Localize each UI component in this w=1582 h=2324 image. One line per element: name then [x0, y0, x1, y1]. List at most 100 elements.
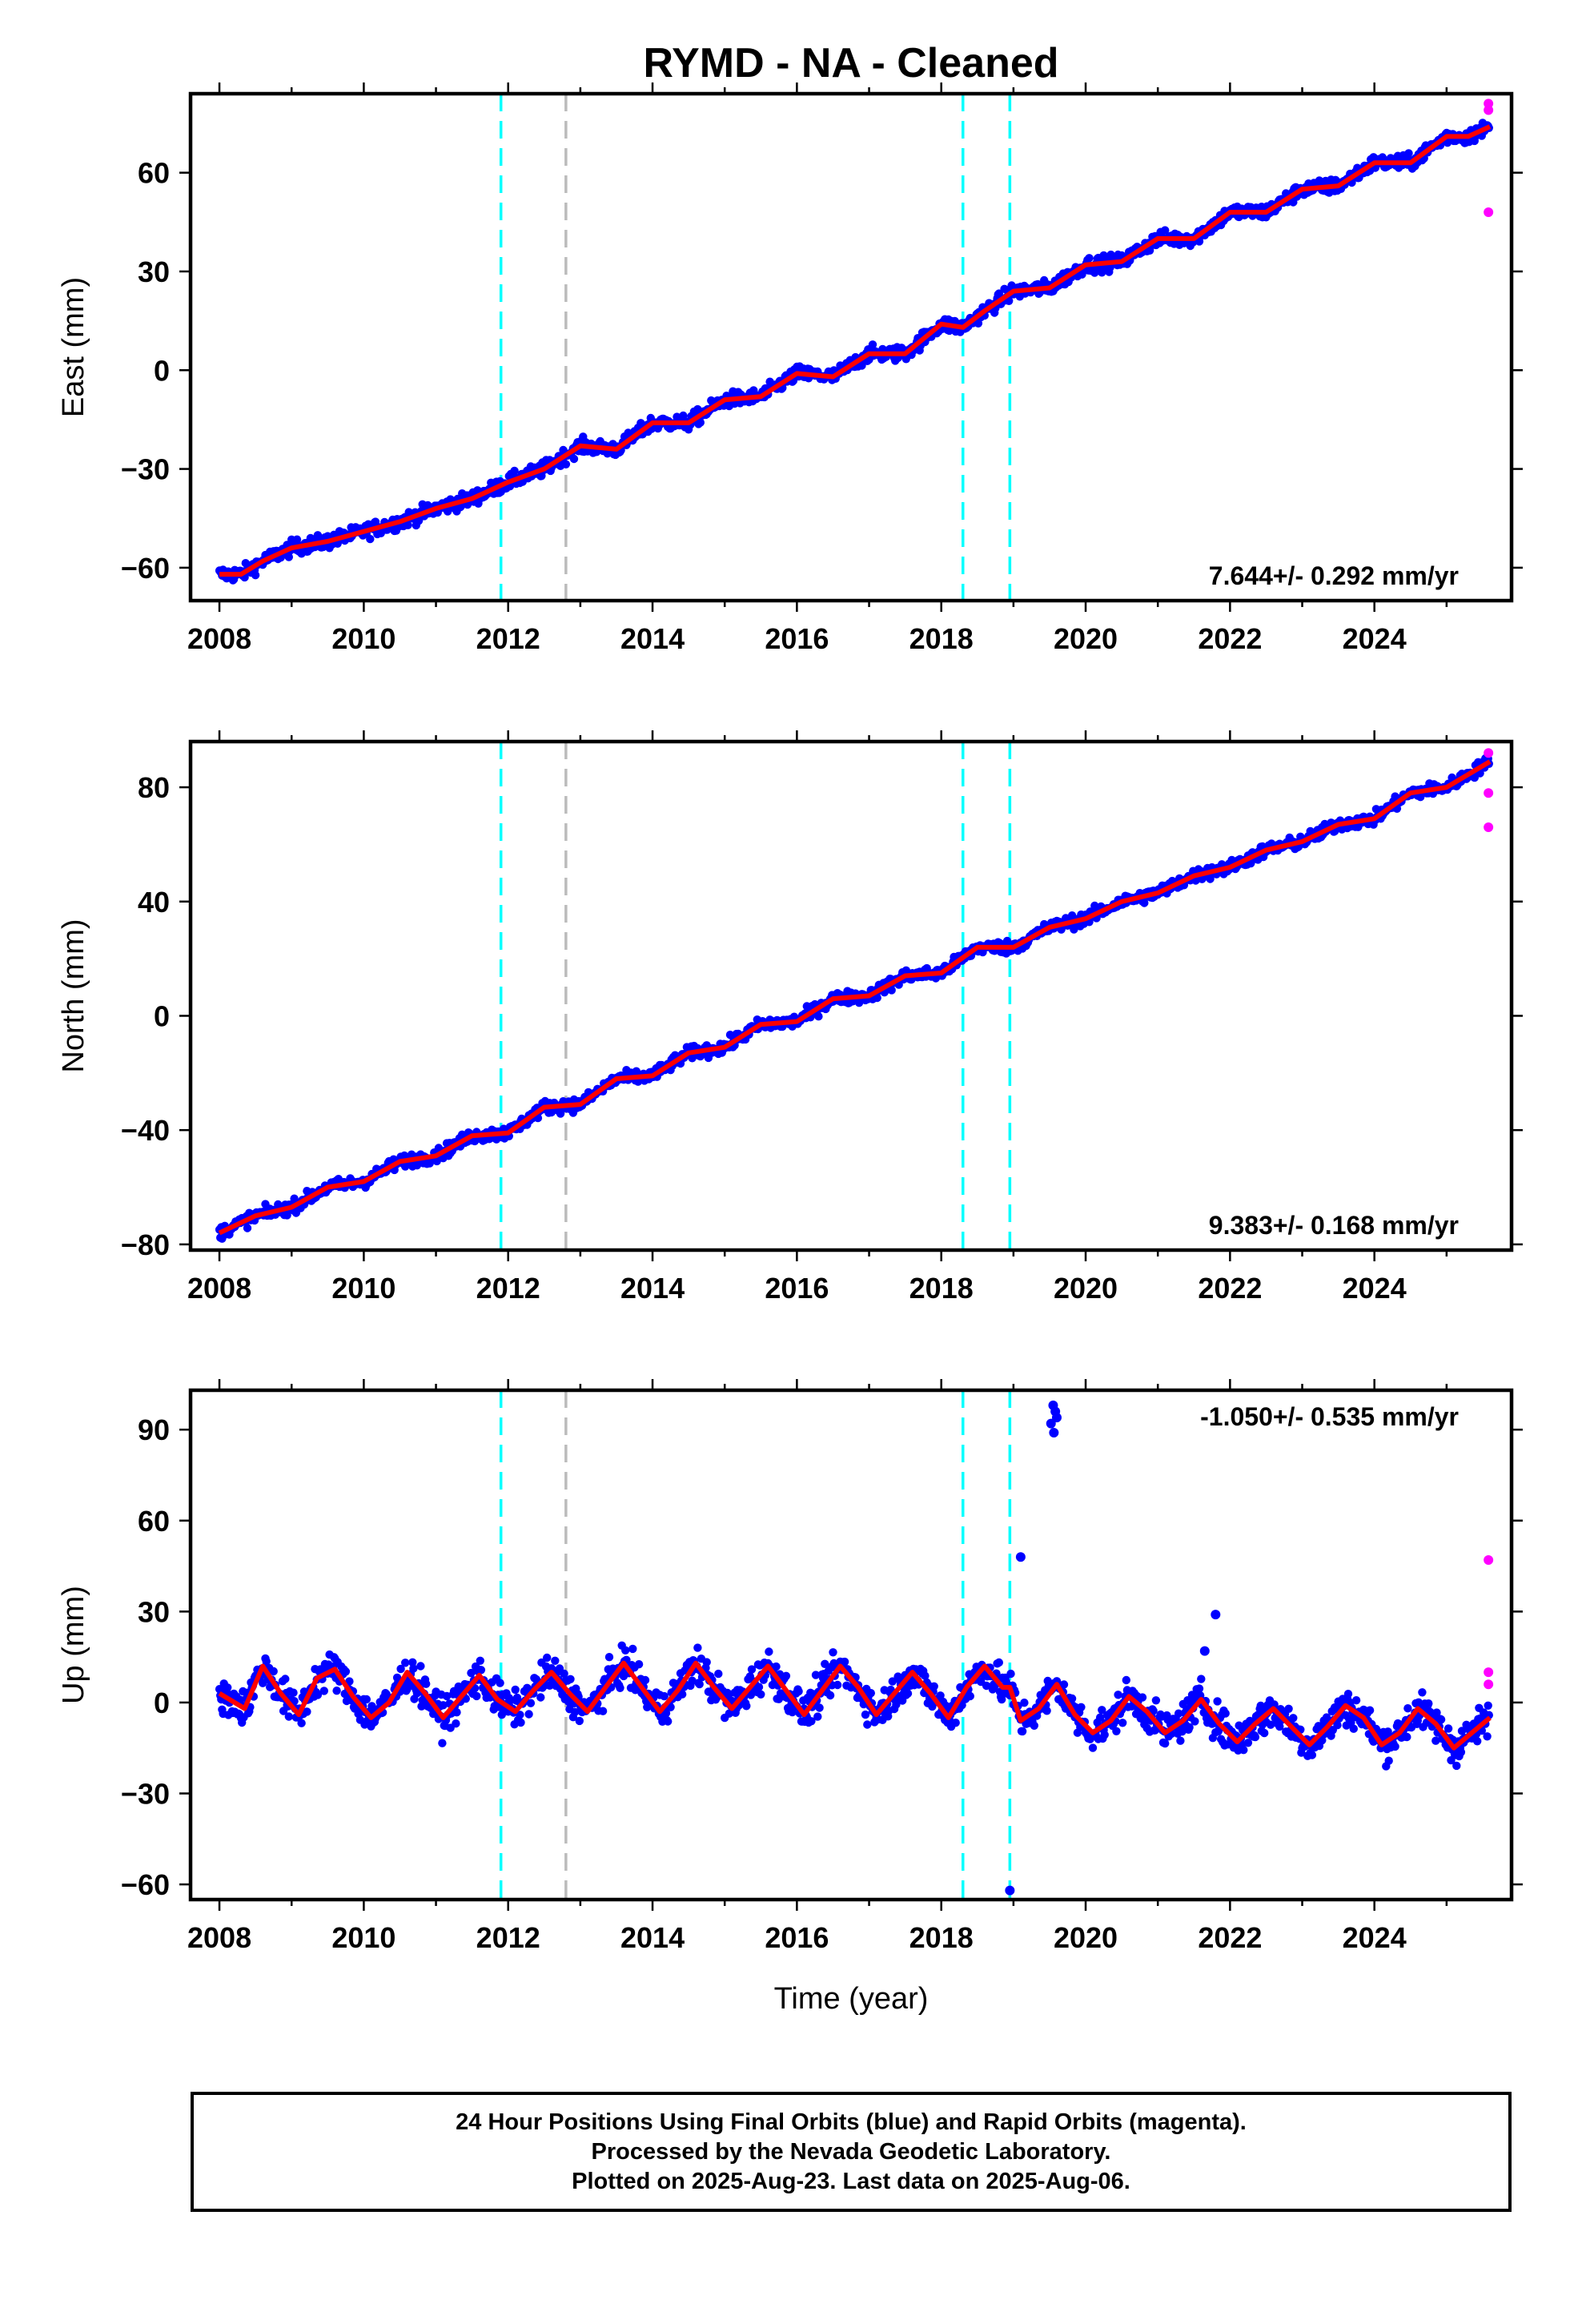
data-point — [476, 1656, 484, 1665]
y-tick-label: −60 — [121, 552, 170, 585]
data-point — [1195, 1684, 1204, 1693]
panel-north: 2008 2010 2012 2014 2016 2018 2020 2022 2024 −80 −… — [57, 730, 1523, 1305]
data-point — [313, 1691, 323, 1699]
y-tick-label: 60 — [138, 157, 170, 190]
data-point — [861, 1710, 870, 1719]
data-point — [994, 1658, 1004, 1667]
plot-frame — [188, 91, 1514, 603]
x-tick-label: 2010 — [331, 622, 396, 655]
data-point — [1483, 1732, 1492, 1741]
data-point — [561, 460, 571, 468]
data-point — [396, 1664, 405, 1674]
plot-frame — [188, 1388, 1514, 1902]
data-point — [888, 1677, 897, 1686]
x-tick-label: 2016 — [765, 1272, 829, 1305]
data-point — [1178, 1727, 1186, 1736]
data-point — [1095, 1713, 1105, 1722]
final-orbit-points — [215, 1641, 1494, 1771]
panel-up: 2008 2010 2012 2014 2016 2018 2020 2022 2024 −60 −… — [57, 1379, 1523, 1954]
data-point — [1005, 296, 1014, 305]
data-point — [666, 1703, 675, 1711]
data-point — [570, 1707, 580, 1716]
data-point — [1122, 1675, 1131, 1685]
y-tick-label: 0 — [154, 354, 170, 387]
data-point — [1042, 1707, 1051, 1715]
data-point — [1391, 1742, 1399, 1751]
outlier-point — [1051, 1413, 1062, 1423]
data-point — [1365, 1706, 1375, 1715]
plot-area — [215, 94, 1494, 601]
data-point — [757, 1690, 765, 1699]
data-point — [813, 1712, 822, 1721]
data-point — [516, 1711, 524, 1719]
data-point — [1088, 1743, 1098, 1752]
data-point — [982, 1681, 991, 1691]
y-axis-label: East (mm) — [57, 277, 90, 417]
data-point — [1251, 1732, 1260, 1742]
data-point — [290, 1697, 299, 1706]
y-axis-label: North (mm) — [57, 919, 90, 1072]
data-point — [892, 1700, 901, 1709]
data-point — [825, 1691, 835, 1700]
outlier-point — [1199, 1646, 1210, 1656]
x-tick-label: 2022 — [1198, 1272, 1262, 1305]
x-tick-label: 2024 — [1343, 1272, 1407, 1305]
data-point — [442, 1691, 452, 1701]
data-point — [821, 1659, 829, 1668]
data-point — [297, 1719, 306, 1727]
data-point — [936, 1691, 945, 1700]
data-point — [840, 1657, 849, 1667]
data-point — [634, 1660, 644, 1669]
data-point — [243, 1224, 252, 1232]
data-point — [1484, 1701, 1492, 1710]
data-point — [1404, 149, 1413, 158]
outlier-point — [1015, 1552, 1026, 1562]
data-point — [696, 418, 705, 427]
data-point — [510, 466, 519, 476]
x-tick-label: 2020 — [1054, 1272, 1118, 1305]
model-curve — [218, 759, 1492, 1236]
data-point — [1333, 1721, 1342, 1730]
data-point — [1431, 1736, 1440, 1745]
data-point — [628, 1644, 637, 1654]
rapid-orbit-point — [1484, 207, 1494, 217]
data-point — [1191, 1717, 1199, 1726]
data-point — [640, 1675, 650, 1685]
data-point — [1436, 1715, 1446, 1724]
data-point — [807, 1717, 816, 1726]
y-tick-label: −30 — [121, 453, 170, 486]
data-point — [401, 1659, 410, 1667]
chart-title: RYMD - NA - Cleaned — [643, 40, 1058, 86]
data-point — [281, 1675, 290, 1683]
rapid-orbit-point — [1484, 788, 1494, 798]
data-point — [1443, 1724, 1453, 1733]
x-tick-label: 2024 — [1343, 1921, 1407, 1954]
footer-line-3: Plotted on 2025-Aug-23. Last data on 202… — [572, 2168, 1130, 2194]
rapid-orbit-point — [1484, 822, 1494, 833]
data-point — [951, 1719, 960, 1727]
data-point — [1284, 1704, 1293, 1713]
data-point — [560, 1669, 568, 1679]
x-tick-label: 2018 — [909, 1921, 974, 1954]
panel-east: 2008 2010 2012 2014 2016 2018 2020 2022 2024 −60 −… — [57, 82, 1523, 655]
data-point — [569, 454, 579, 464]
data-point — [1275, 1722, 1284, 1731]
y-tick-label: −30 — [121, 1778, 170, 1811]
x-tick-label: 2016 — [765, 622, 829, 655]
data-point — [866, 1689, 876, 1698]
data-point — [1161, 1739, 1170, 1748]
data-point — [1059, 1680, 1069, 1689]
data-point — [1418, 1688, 1427, 1697]
velocity-label: 7.644+/- 0.292 mm/yr — [1209, 561, 1459, 590]
data-point — [319, 1687, 328, 1695]
data-point — [1243, 1739, 1253, 1747]
data-point — [1006, 1669, 1015, 1679]
x-axis-label: Time (year) — [774, 1982, 929, 2016]
data-point — [678, 1690, 687, 1699]
data-point — [714, 1669, 723, 1679]
data-point — [688, 1676, 697, 1685]
data-point — [452, 1708, 461, 1717]
data-point — [747, 1665, 757, 1674]
y-tick-label: 60 — [138, 1505, 170, 1538]
